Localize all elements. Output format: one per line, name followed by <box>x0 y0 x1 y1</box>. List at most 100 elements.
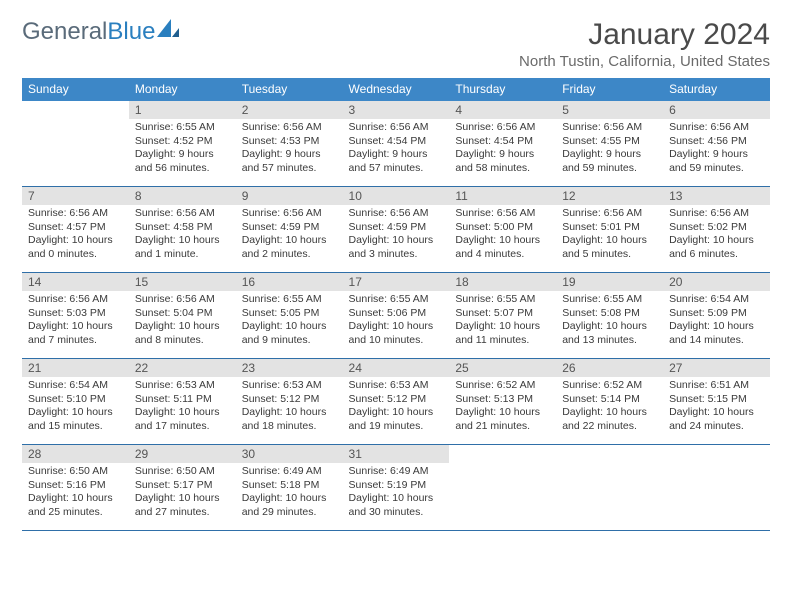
day-number: 27 <box>663 359 770 377</box>
day-number: 31 <box>343 445 450 463</box>
day-number: 5 <box>556 101 663 119</box>
daylight-line: Daylight: 10 hours and 30 minutes. <box>349 492 444 519</box>
sunset-line: Sunset: 5:16 PM <box>28 479 123 493</box>
calendar-cell: 5Sunrise: 6:56 AMSunset: 4:55 PMDaylight… <box>556 101 663 187</box>
sunrise-line: Sunrise: 6:55 AM <box>562 293 657 307</box>
daylight-line: Daylight: 9 hours and 57 minutes. <box>242 148 337 175</box>
day-details: Sunrise: 6:55 AMSunset: 5:07 PMDaylight:… <box>449 291 556 352</box>
calendar-cell <box>663 445 770 531</box>
day-number: 8 <box>129 187 236 205</box>
calendar-cell: 3Sunrise: 6:56 AMSunset: 4:54 PMDaylight… <box>343 101 450 187</box>
day-details: Sunrise: 6:56 AMSunset: 5:01 PMDaylight:… <box>556 205 663 266</box>
sunset-line: Sunset: 4:54 PM <box>349 135 444 149</box>
calendar-week-row: 21Sunrise: 6:54 AMSunset: 5:10 PMDayligh… <box>22 359 770 445</box>
sunrise-line: Sunrise: 6:56 AM <box>669 121 764 135</box>
sunset-line: Sunset: 4:56 PM <box>669 135 764 149</box>
day-number: 20 <box>663 273 770 291</box>
sunset-line: Sunset: 4:59 PM <box>242 221 337 235</box>
day-details: Sunrise: 6:49 AMSunset: 5:18 PMDaylight:… <box>236 463 343 524</box>
calendar-cell: 21Sunrise: 6:54 AMSunset: 5:10 PMDayligh… <box>22 359 129 445</box>
sunset-line: Sunset: 4:58 PM <box>135 221 230 235</box>
sunset-line: Sunset: 5:09 PM <box>669 307 764 321</box>
sunrise-line: Sunrise: 6:56 AM <box>28 207 123 221</box>
day-number: 2 <box>236 101 343 119</box>
day-details: Sunrise: 6:56 AMSunset: 5:03 PMDaylight:… <box>22 291 129 352</box>
weekday-header: Wednesday <box>343 78 450 101</box>
calendar-cell: 15Sunrise: 6:56 AMSunset: 5:04 PMDayligh… <box>129 273 236 359</box>
brand-logo: GeneralBlue <box>22 18 179 46</box>
day-details: Sunrise: 6:56 AMSunset: 5:04 PMDaylight:… <box>129 291 236 352</box>
calendar-cell: 30Sunrise: 6:49 AMSunset: 5:18 PMDayligh… <box>236 445 343 531</box>
sunrise-line: Sunrise: 6:51 AM <box>669 379 764 393</box>
day-details: Sunrise: 6:51 AMSunset: 5:15 PMDaylight:… <box>663 377 770 438</box>
sunset-line: Sunset: 4:55 PM <box>562 135 657 149</box>
sunset-line: Sunset: 4:54 PM <box>455 135 550 149</box>
calendar-cell: 10Sunrise: 6:56 AMSunset: 4:59 PMDayligh… <box>343 187 450 273</box>
daylight-line: Daylight: 10 hours and 13 minutes. <box>562 320 657 347</box>
day-details: Sunrise: 6:49 AMSunset: 5:19 PMDaylight:… <box>343 463 450 524</box>
calendar-cell: 6Sunrise: 6:56 AMSunset: 4:56 PMDaylight… <box>663 101 770 187</box>
sunset-line: Sunset: 5:12 PM <box>349 393 444 407</box>
calendar-cell: 20Sunrise: 6:54 AMSunset: 5:09 PMDayligh… <box>663 273 770 359</box>
sunset-line: Sunset: 5:13 PM <box>455 393 550 407</box>
month-title: January 2024 <box>519 18 770 51</box>
day-number: 21 <box>22 359 129 377</box>
daylight-line: Daylight: 10 hours and 7 minutes. <box>28 320 123 347</box>
sunset-line: Sunset: 5:02 PM <box>669 221 764 235</box>
daylight-line: Daylight: 10 hours and 4 minutes. <box>455 234 550 261</box>
day-number: 22 <box>129 359 236 377</box>
sunrise-line: Sunrise: 6:56 AM <box>455 121 550 135</box>
calendar-cell: 28Sunrise: 6:50 AMSunset: 5:16 PMDayligh… <box>22 445 129 531</box>
day-details: Sunrise: 6:55 AMSunset: 5:08 PMDaylight:… <box>556 291 663 352</box>
calendar-cell: 12Sunrise: 6:56 AMSunset: 5:01 PMDayligh… <box>556 187 663 273</box>
day-details: Sunrise: 6:56 AMSunset: 4:54 PMDaylight:… <box>343 119 450 180</box>
weekday-header: Friday <box>556 78 663 101</box>
day-number: 14 <box>22 273 129 291</box>
calendar-cell: 9Sunrise: 6:56 AMSunset: 4:59 PMDaylight… <box>236 187 343 273</box>
sunset-line: Sunset: 5:15 PM <box>669 393 764 407</box>
daylight-line: Daylight: 10 hours and 25 minutes. <box>28 492 123 519</box>
calendar-cell: 25Sunrise: 6:52 AMSunset: 5:13 PMDayligh… <box>449 359 556 445</box>
calendar-cell: 11Sunrise: 6:56 AMSunset: 5:00 PMDayligh… <box>449 187 556 273</box>
day-number: 18 <box>449 273 556 291</box>
sunset-line: Sunset: 5:14 PM <box>562 393 657 407</box>
daylight-line: Daylight: 9 hours and 56 minutes. <box>135 148 230 175</box>
weekday-header: Tuesday <box>236 78 343 101</box>
day-details: Sunrise: 6:56 AMSunset: 4:59 PMDaylight:… <box>236 205 343 266</box>
day-number: 6 <box>663 101 770 119</box>
daylight-line: Daylight: 10 hours and 24 minutes. <box>669 406 764 433</box>
calendar-cell <box>556 445 663 531</box>
calendar-cell: 8Sunrise: 6:56 AMSunset: 4:58 PMDaylight… <box>129 187 236 273</box>
day-details: Sunrise: 6:54 AMSunset: 5:09 PMDaylight:… <box>663 291 770 352</box>
day-number: 15 <box>129 273 236 291</box>
sunset-line: Sunset: 5:08 PM <box>562 307 657 321</box>
day-number: 29 <box>129 445 236 463</box>
daylight-line: Daylight: 10 hours and 27 minutes. <box>135 492 230 519</box>
sunrise-line: Sunrise: 6:56 AM <box>135 207 230 221</box>
weekday-header: Sunday <box>22 78 129 101</box>
daylight-line: Daylight: 9 hours and 57 minutes. <box>349 148 444 175</box>
sunset-line: Sunset: 5:06 PM <box>349 307 444 321</box>
calendar-cell: 23Sunrise: 6:53 AMSunset: 5:12 PMDayligh… <box>236 359 343 445</box>
sunset-line: Sunset: 4:59 PM <box>349 221 444 235</box>
day-number: 17 <box>343 273 450 291</box>
daylight-line: Daylight: 10 hours and 19 minutes. <box>349 406 444 433</box>
calendar-cell: 26Sunrise: 6:52 AMSunset: 5:14 PMDayligh… <box>556 359 663 445</box>
weekday-header: Thursday <box>449 78 556 101</box>
calendar-week-row: 1Sunrise: 6:55 AMSunset: 4:52 PMDaylight… <box>22 101 770 187</box>
daylight-line: Daylight: 10 hours and 5 minutes. <box>562 234 657 261</box>
sunset-line: Sunset: 4:52 PM <box>135 135 230 149</box>
day-details: Sunrise: 6:56 AMSunset: 4:55 PMDaylight:… <box>556 119 663 180</box>
daylight-line: Daylight: 9 hours and 59 minutes. <box>562 148 657 175</box>
day-details: Sunrise: 6:53 AMSunset: 5:12 PMDaylight:… <box>236 377 343 438</box>
sunrise-line: Sunrise: 6:56 AM <box>349 121 444 135</box>
day-details: Sunrise: 6:52 AMSunset: 5:14 PMDaylight:… <box>556 377 663 438</box>
day-details: Sunrise: 6:52 AMSunset: 5:13 PMDaylight:… <box>449 377 556 438</box>
sunset-line: Sunset: 5:12 PM <box>242 393 337 407</box>
daylight-line: Daylight: 10 hours and 2 minutes. <box>242 234 337 261</box>
day-number: 24 <box>343 359 450 377</box>
day-number: 11 <box>449 187 556 205</box>
day-number: 19 <box>556 273 663 291</box>
calendar-cell: 13Sunrise: 6:56 AMSunset: 5:02 PMDayligh… <box>663 187 770 273</box>
day-details: Sunrise: 6:56 AMSunset: 4:53 PMDaylight:… <box>236 119 343 180</box>
